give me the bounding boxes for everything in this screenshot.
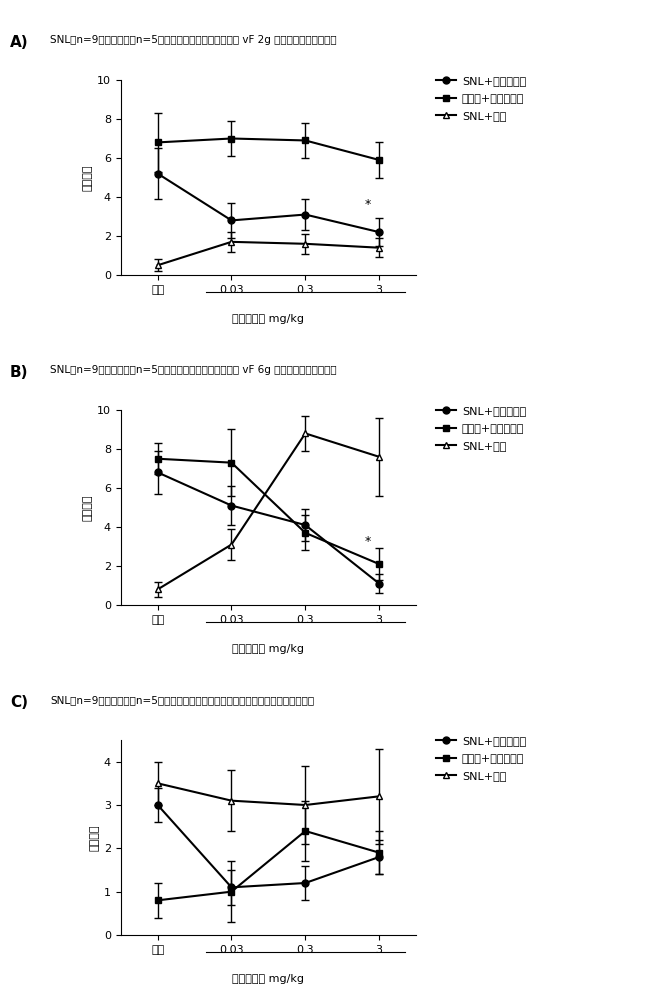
X-axis label: 帕洛诺司琼 mg/kg: 帕洛诺司琼 mg/kg <box>232 974 305 984</box>
Text: *: * <box>365 535 371 548</box>
Text: SNL（n=9）和假手术（n=5）动物中，帕洛诺司琼对针对 vF 2g 的同侧行为响应的影响: SNL（n=9）和假手术（n=5）动物中，帕洛诺司琼对针对 vF 2g 的同侧行… <box>50 35 337 45</box>
Legend: SNL+帕洛诺司琼, 假手术+帕洛诺司琼, SNL+盐水: SNL+帕洛诺司琼, 假手术+帕洛诺司琼, SNL+盐水 <box>436 406 526 451</box>
X-axis label: 帕洛诺司琼 mg/kg: 帕洛诺司琼 mg/kg <box>232 314 305 324</box>
Y-axis label: 响应频率: 响应频率 <box>83 494 93 521</box>
Text: SNL（n=9）和假手术（n=5）动物中，帕洛诺司琼对针对 vF 6g 的同侧行为响应的影响: SNL（n=9）和假手术（n=5）动物中，帕洛诺司琼对针对 vF 6g 的同侧行… <box>50 365 337 375</box>
Text: B): B) <box>10 365 29 380</box>
Text: SNL（n=9）和假手术（n=5）动物中，帕洛诺司琼对针对丙酮的同侧行为响应的影响: SNL（n=9）和假手术（n=5）动物中，帕洛诺司琼对针对丙酮的同侧行为响应的影… <box>50 695 315 705</box>
Legend: SNL+帕洛诺司琼, 假手术+帕洛诺司琼, SNL+盐水: SNL+帕洛诺司琼, 假手术+帕洛诺司琼, SNL+盐水 <box>436 76 526 121</box>
Text: *: * <box>365 198 371 211</box>
Text: A): A) <box>10 35 29 50</box>
Y-axis label: 响应频率: 响应频率 <box>83 164 93 191</box>
Text: C): C) <box>10 695 28 710</box>
Legend: SNL+帕洛诺司琼, 假手术+帕洛诺司琼, SNL+盐水: SNL+帕洛诺司琼, 假手术+帕洛诺司琼, SNL+盐水 <box>436 736 526 781</box>
Y-axis label: 响应频率: 响应频率 <box>90 824 100 851</box>
X-axis label: 帕洛诺司琼 mg/kg: 帕洛诺司琼 mg/kg <box>232 644 305 654</box>
